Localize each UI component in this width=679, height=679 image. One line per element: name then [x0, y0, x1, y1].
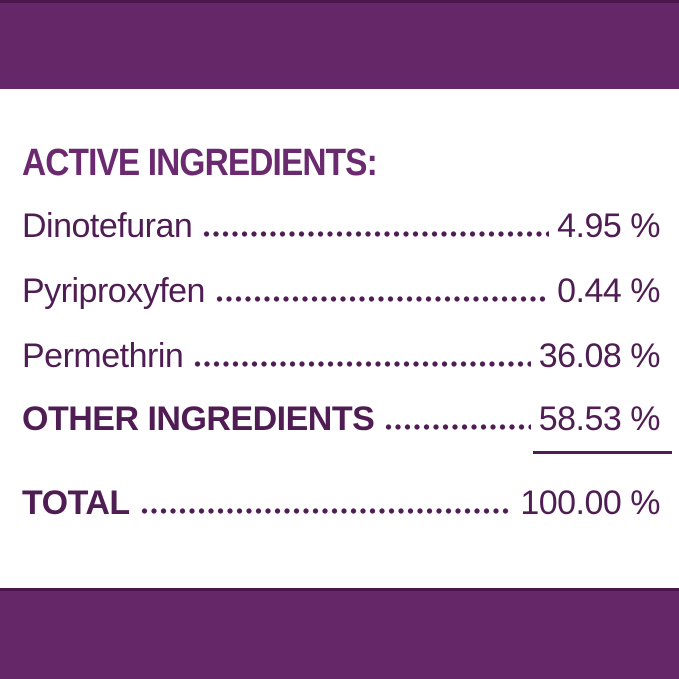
bottom-purple-band: [0, 588, 679, 679]
dot-leader: [193, 361, 531, 367]
dot-leader: [139, 508, 513, 514]
total-row: TOTAL 100.00 %: [22, 483, 660, 524]
active-ingredients-heading: ACTIVE INGREDIENTS:: [22, 142, 378, 184]
ingredient-name: OTHER INGREDIENTS: [22, 400, 375, 438]
dot-leader: [214, 296, 550, 302]
ingredient-name: Dinotefuran: [22, 207, 193, 245]
ingredient-name: Permethrin: [22, 337, 184, 375]
ingredient-row: Pyriproxyfen 0.44 %: [22, 271, 660, 312]
other-ingredients-row: OTHER INGREDIENTS 58.53 %: [22, 399, 673, 454]
ingredient-row: Permethrin 36.08 %: [22, 336, 661, 377]
ingredient-percentage: 36.08 %: [538, 337, 661, 375]
ingredient-row: Dinotefuran 4.95 %: [22, 206, 660, 247]
ingredient-percentage: 0.44 %: [557, 272, 660, 310]
total-label: TOTAL: [22, 484, 130, 522]
total-percentage: 100.00 %: [520, 484, 660, 522]
dot-leader: [202, 231, 550, 237]
top-purple-band: [0, 0, 679, 89]
ingredient-percentage: 4.95 %: [557, 207, 660, 245]
ingredient-percentage: 58.53 %: [532, 400, 673, 454]
dot-leader: [384, 424, 531, 430]
ingredient-name: Pyriproxyfen: [22, 272, 205, 310]
